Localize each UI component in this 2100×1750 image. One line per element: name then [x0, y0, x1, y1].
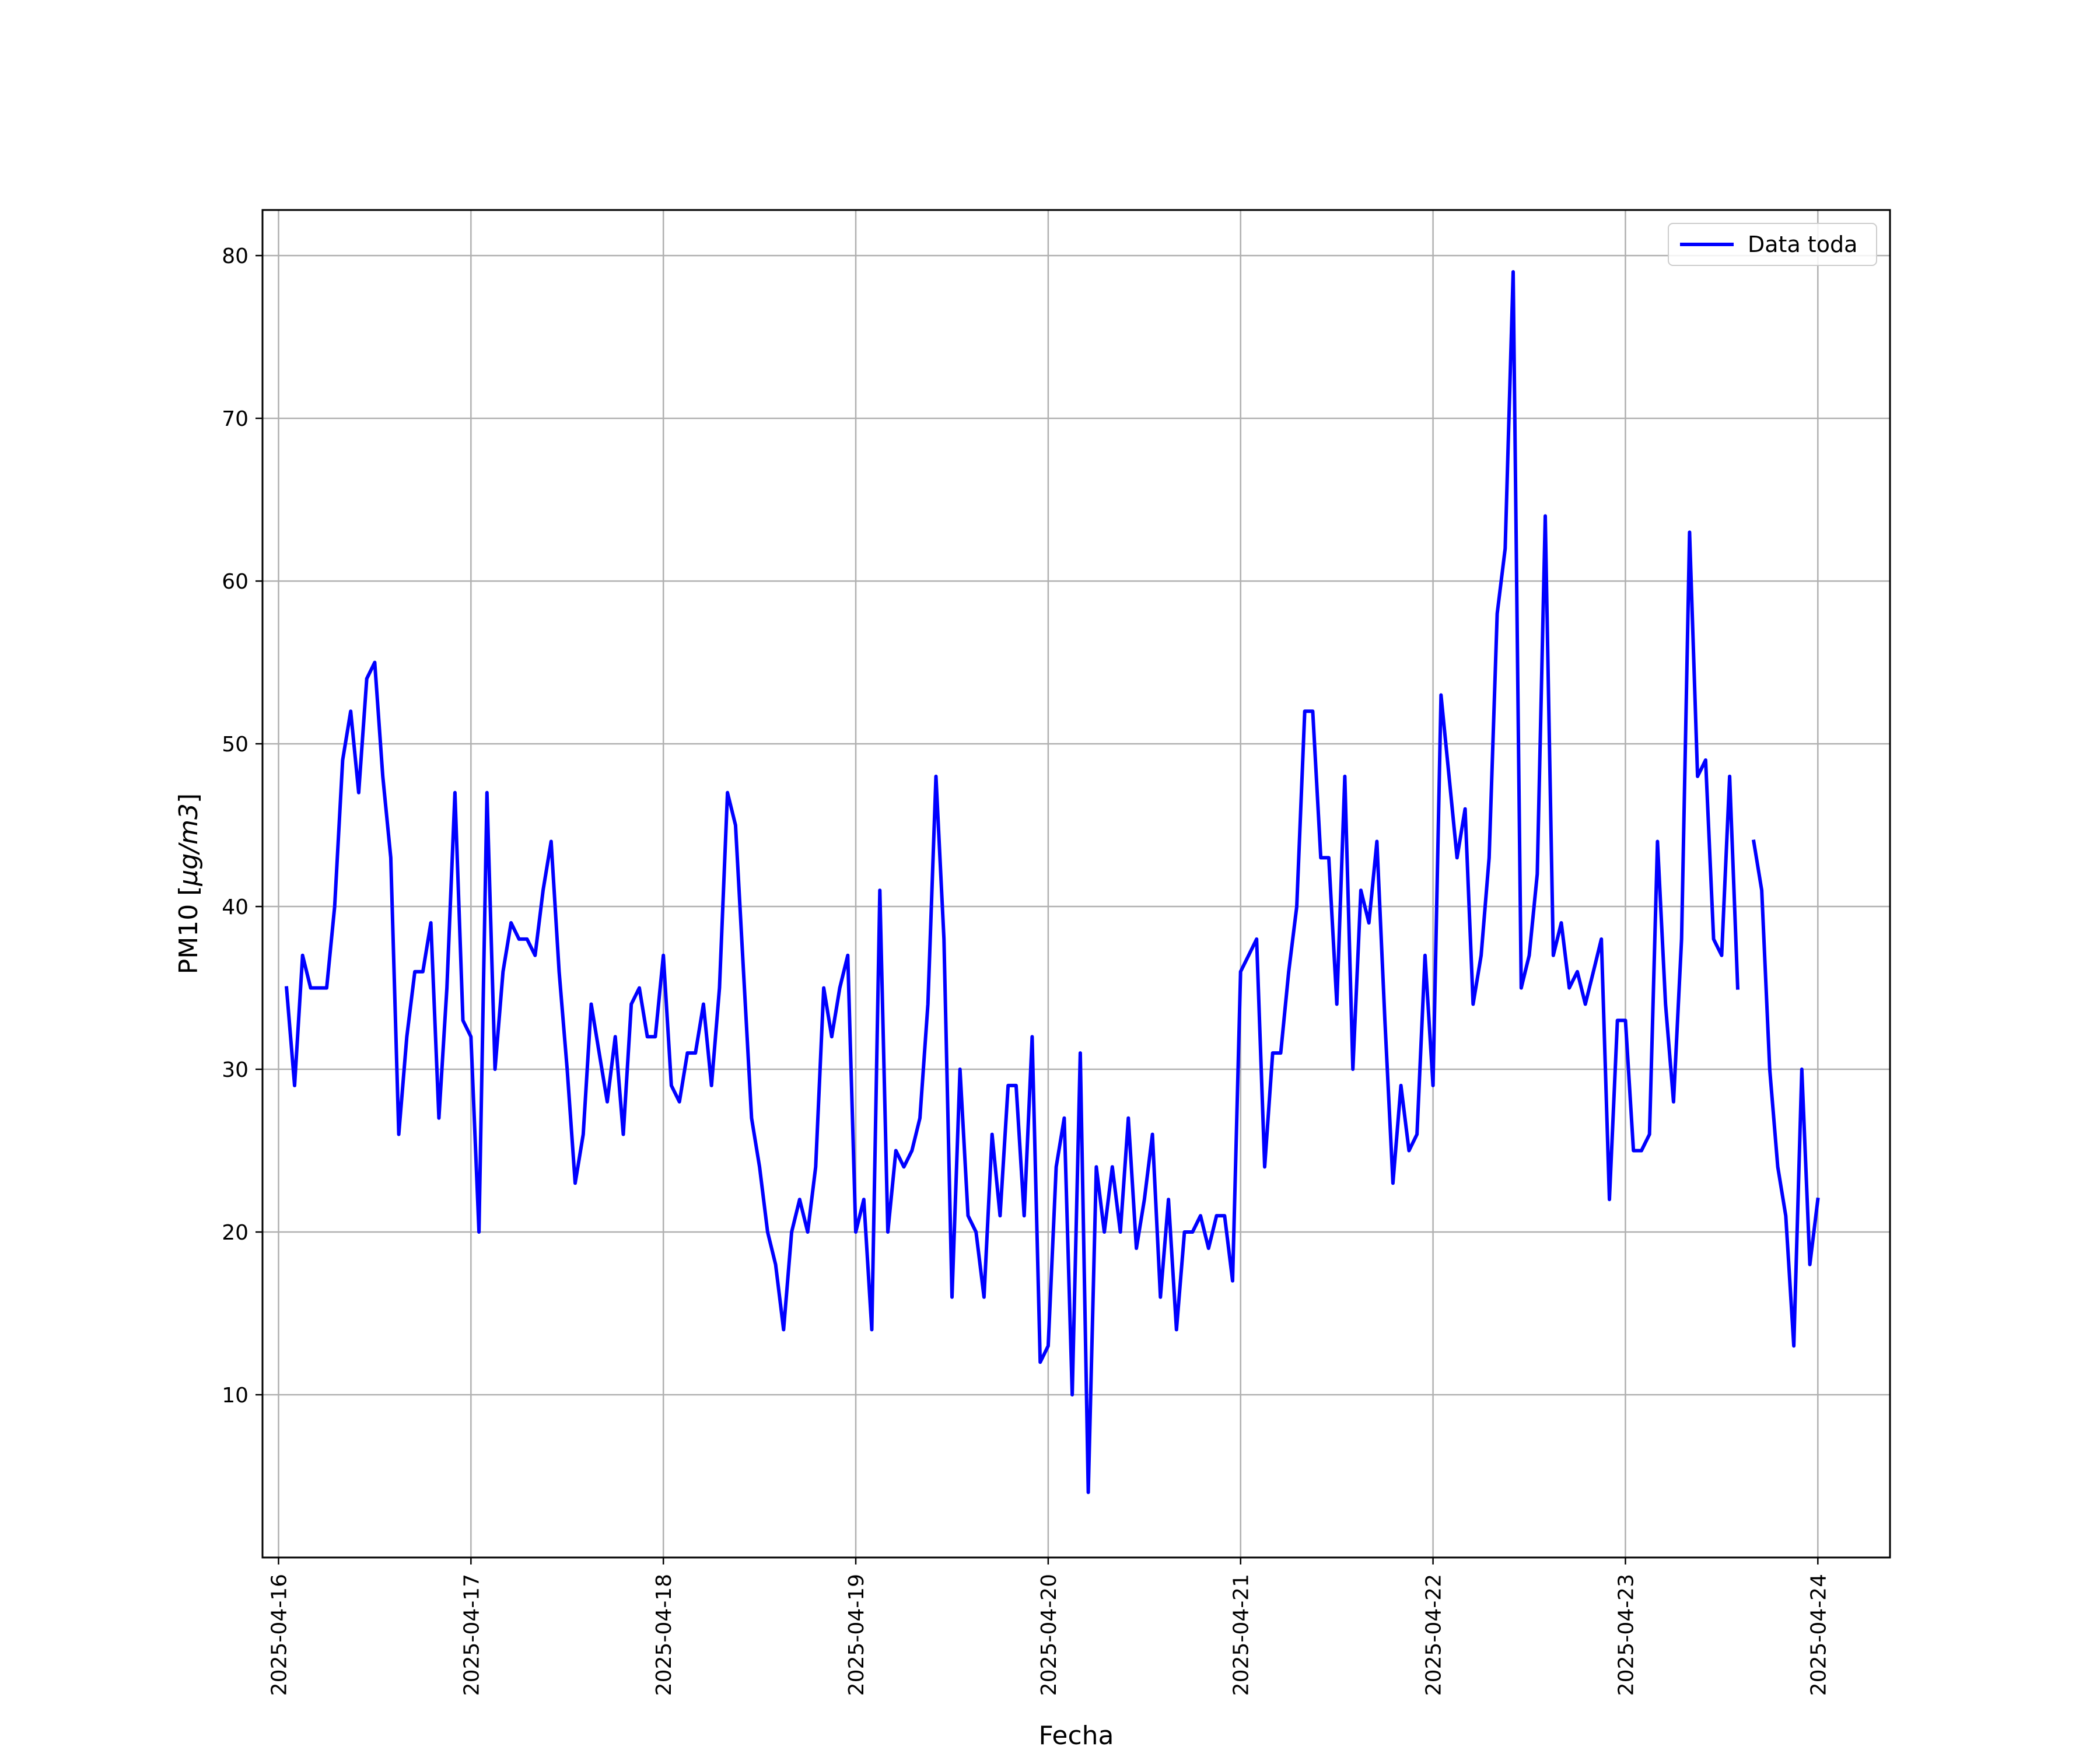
x-tick-label: 2025-04-18 — [652, 1574, 676, 1696]
y-tick-label: 20 — [222, 1221, 249, 1245]
y-tick-label: 70 — [222, 407, 249, 431]
y-tick-label: 80 — [222, 244, 249, 268]
y-axis-label-suffix: ] — [174, 793, 204, 803]
x-tick-label: 2025-04-21 — [1230, 1574, 1254, 1696]
x-tick-label: 2025-04-19 — [845, 1574, 869, 1696]
x-tick-label: 2025-04-23 — [1614, 1574, 1638, 1696]
y-tick-label: 30 — [222, 1058, 249, 1082]
y-tick-label: 60 — [222, 570, 249, 594]
grid-lines — [262, 210, 1890, 1558]
x-tick-label: 2025-04-16 — [267, 1574, 291, 1696]
y-tick-label: 40 — [222, 895, 249, 919]
legend-label: Data toda — [1748, 232, 1857, 257]
x-tick-label: 2025-04-22 — [1422, 1574, 1446, 1696]
y-axis-label-prefix: PM10 [ — [174, 886, 204, 975]
legend-box — [1668, 223, 1877, 266]
x-tick-label: 2025-04-20 — [1037, 1574, 1061, 1696]
series-layer — [284, 270, 1820, 1494]
series-line-data-toda — [284, 270, 1740, 1494]
x-tick-label: 2025-04-24 — [1807, 1574, 1831, 1696]
x-axis-label: Fecha — [1038, 1721, 1114, 1750]
series-line-data-toda — [1751, 839, 1820, 1348]
y-axis-label-unit: μg/m3 — [174, 803, 204, 887]
x-tick-label: 2025-04-17 — [460, 1574, 484, 1696]
legend: Data toda — [1668, 223, 1877, 266]
tick-layer: 10 20 30 40 50 60 70 80 2025-04-16 2025-04-17 2025… — [222, 244, 1831, 1696]
y-tick-label: 50 — [222, 733, 249, 757]
y-axis-label: PM10 [μg/m3] — [174, 793, 204, 974]
plot-frame — [261, 209, 1891, 1559]
y-tick-label: 10 — [222, 1384, 249, 1408]
